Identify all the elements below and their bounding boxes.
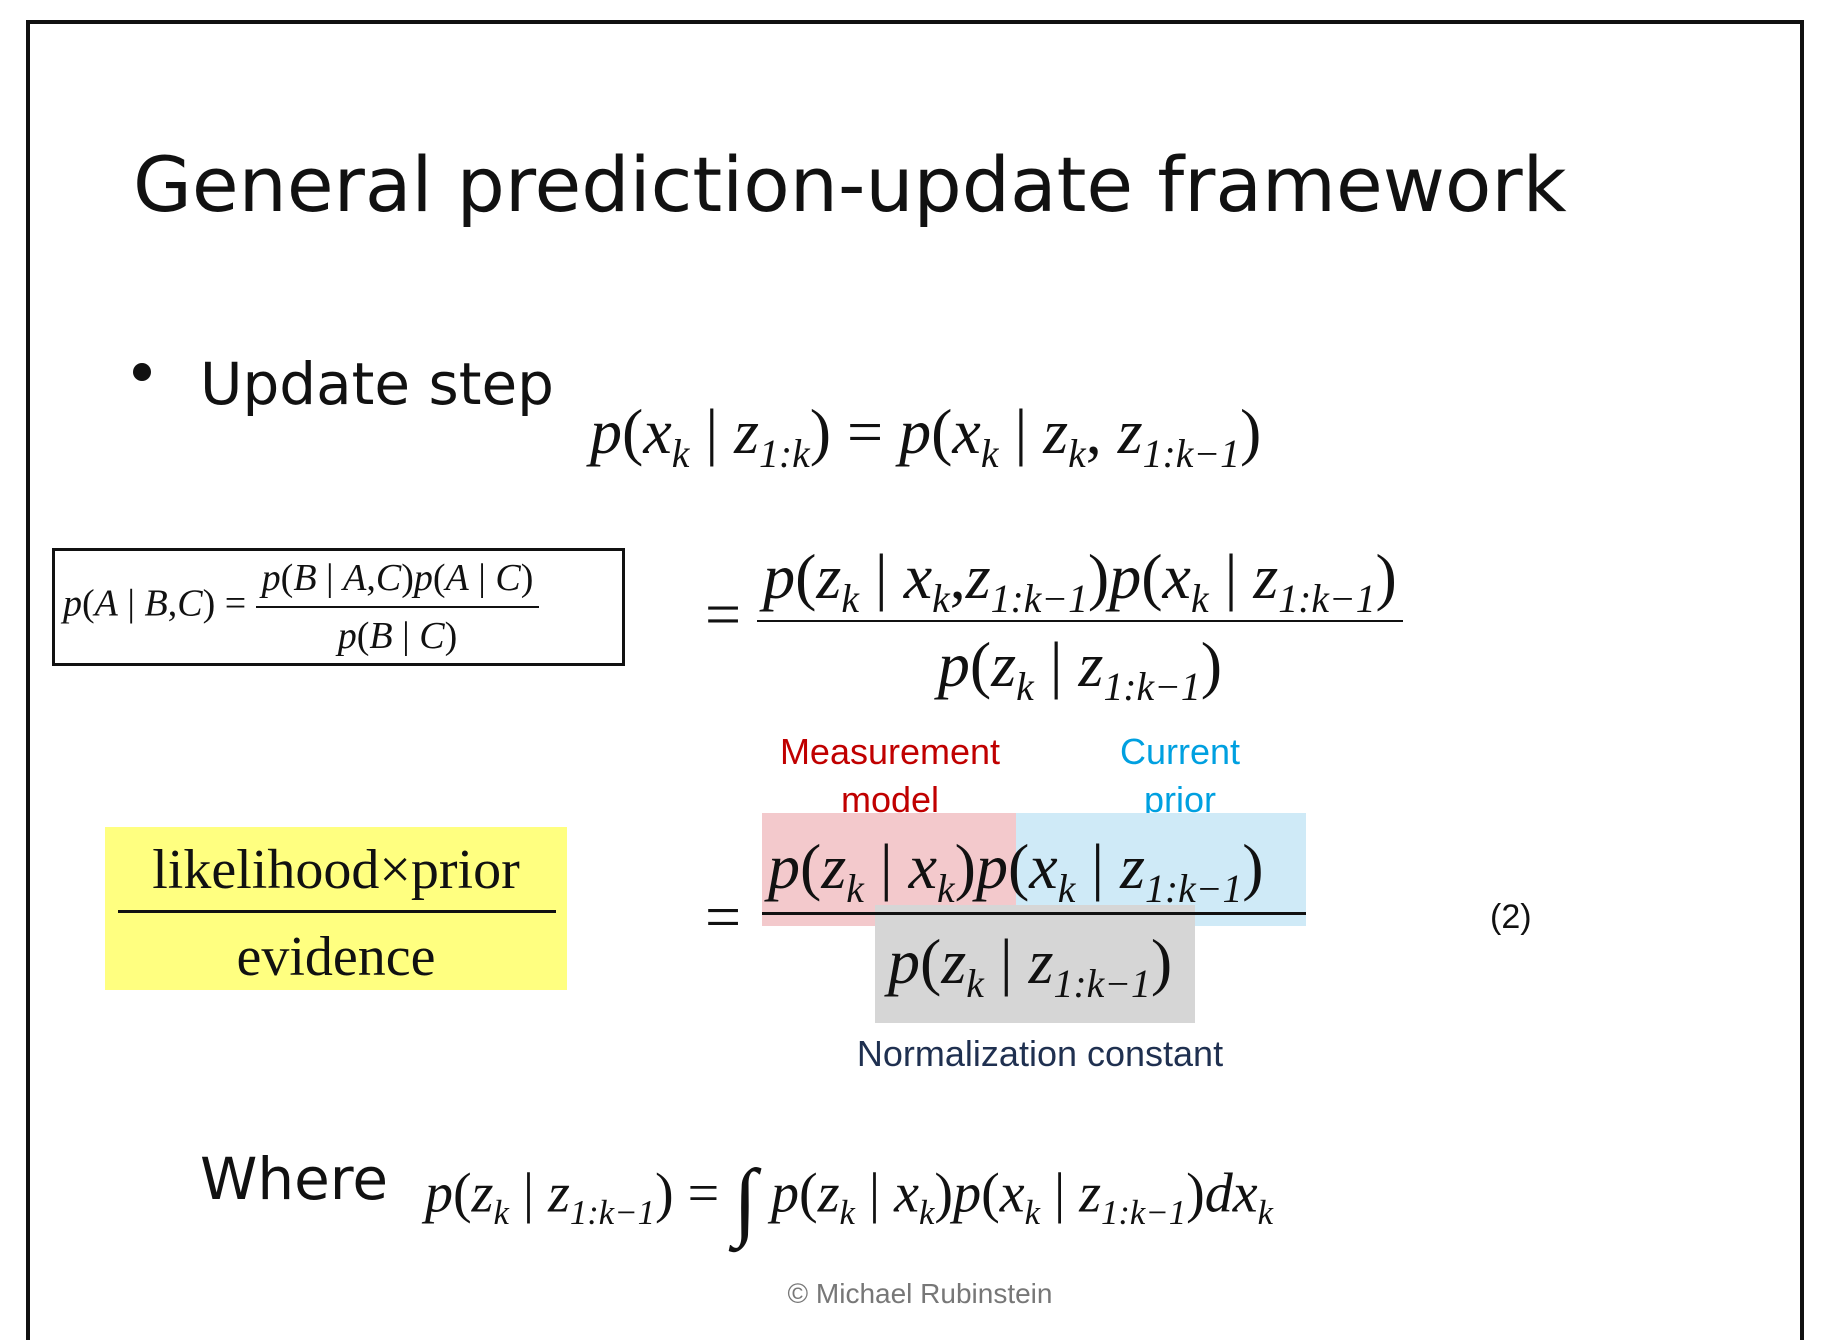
fraction-bar (118, 910, 556, 913)
equation-3-equals: = (705, 881, 742, 952)
current-prior-label: Current prior (1119, 731, 1241, 820)
evidence-text: evidence (236, 926, 436, 988)
slide-title: General prediction-update framework (133, 140, 1567, 229)
equation-2: = p(zk | xk,z1:k−1)p(xk | z1:k−1) p(zk |… (705, 540, 1403, 707)
copyright-footer: © Michael Rubinstein (787, 1278, 1053, 1309)
where-equation: p(zk | z1:k−1) = ∫ p(zk | xk)p(xk | z1:k… (425, 1152, 1274, 1248)
equation-3-denominator: p(zk | z1:k−1) (888, 926, 1173, 1006)
bullet-icon (133, 363, 151, 381)
bullet-update-step: Update step (200, 350, 554, 418)
likelihood-prior-text: likelihood×prior (152, 839, 520, 901)
likelihood-highlight (105, 827, 567, 990)
normalization-highlight (875, 905, 1195, 1023)
normalization-constant-label: Normalization constant (856, 1033, 1224, 1074)
equation-3-numerator: p(zk | xk)p(xk | z1:k−1) (768, 831, 1264, 911)
bayes-rule-box: p(A | B,C) = p(B | A,C)p(A | C) p(B | C) (52, 548, 625, 666)
where-label: Where (200, 1145, 389, 1213)
equation-number: (2) (1490, 898, 1532, 936)
equation-1: p(xk | z1:k) = p(xk | zk, z1:k−1) (590, 396, 1262, 476)
measurement-model-label: Measurement model (779, 731, 1001, 820)
equation-3-fraction-bar (762, 912, 1306, 915)
slide-frame (26, 20, 1804, 1340)
